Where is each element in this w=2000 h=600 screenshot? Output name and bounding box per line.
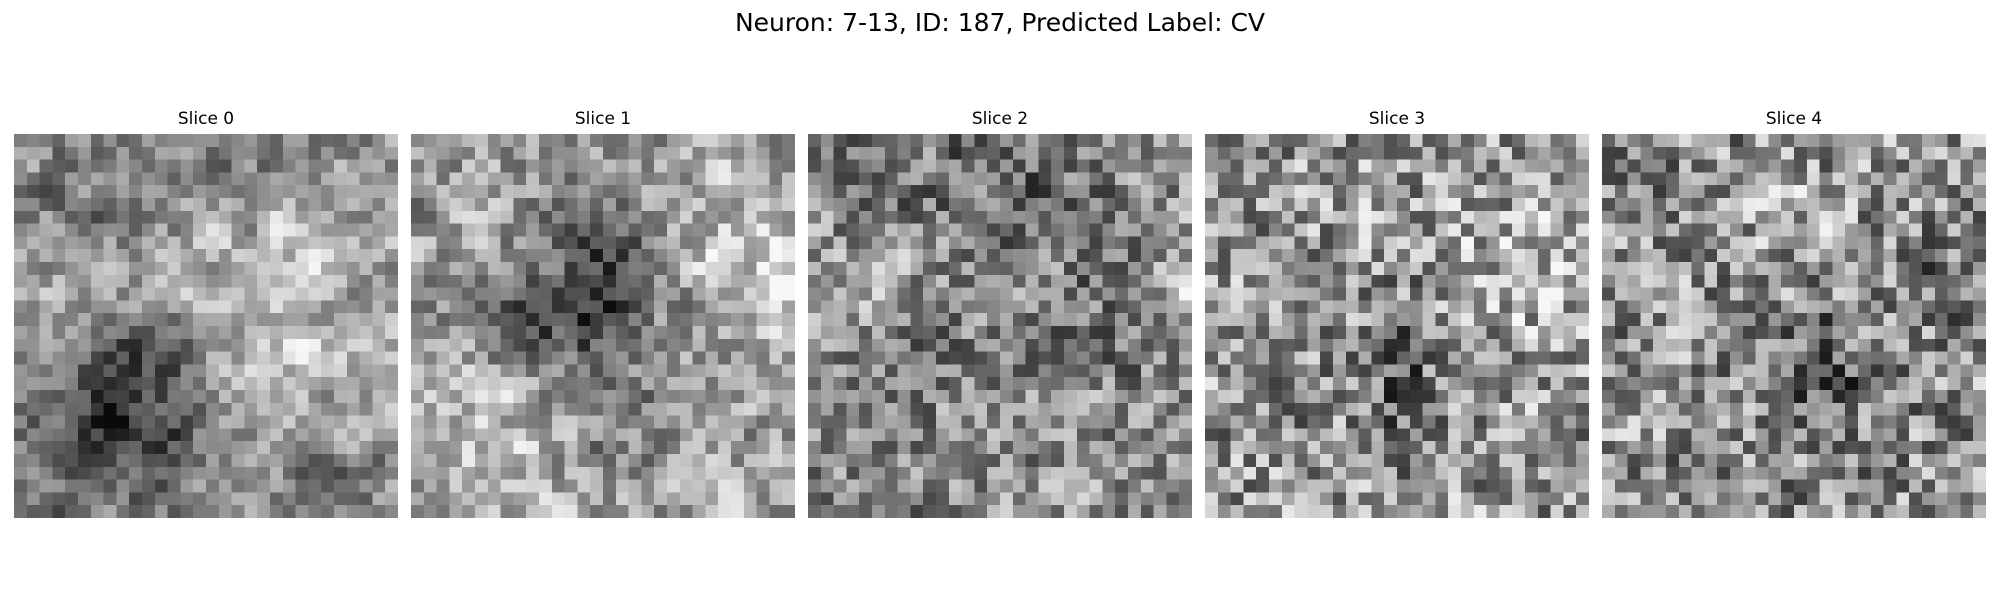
figure-title: Neuron: 7-13, ID: 187, Predicted Label: … bbox=[734, 8, 1266, 37]
slice-panel-1: Slice 1 bbox=[411, 108, 795, 518]
slice-image-4 bbox=[1602, 134, 1986, 518]
slice-title-3: Slice 3 bbox=[1368, 109, 1426, 129]
slice-title-4: Slice 4 bbox=[1765, 109, 1823, 129]
slice-image-0 bbox=[14, 134, 398, 518]
slice-title-2: Slice 2 bbox=[971, 109, 1029, 129]
slice-panel-0: Slice 0 bbox=[14, 108, 398, 518]
slice-panel-4: Slice 4 bbox=[1602, 108, 1986, 518]
slice-title-1: Slice 1 bbox=[574, 109, 632, 129]
slice-image-3 bbox=[1205, 134, 1589, 518]
slice-image-2 bbox=[808, 134, 1192, 518]
slice-title-0: Slice 0 bbox=[177, 109, 235, 129]
slice-panel-3: Slice 3 bbox=[1205, 108, 1589, 518]
slice-image-1 bbox=[411, 134, 795, 518]
slice-panel-2: Slice 2 bbox=[808, 108, 1192, 518]
